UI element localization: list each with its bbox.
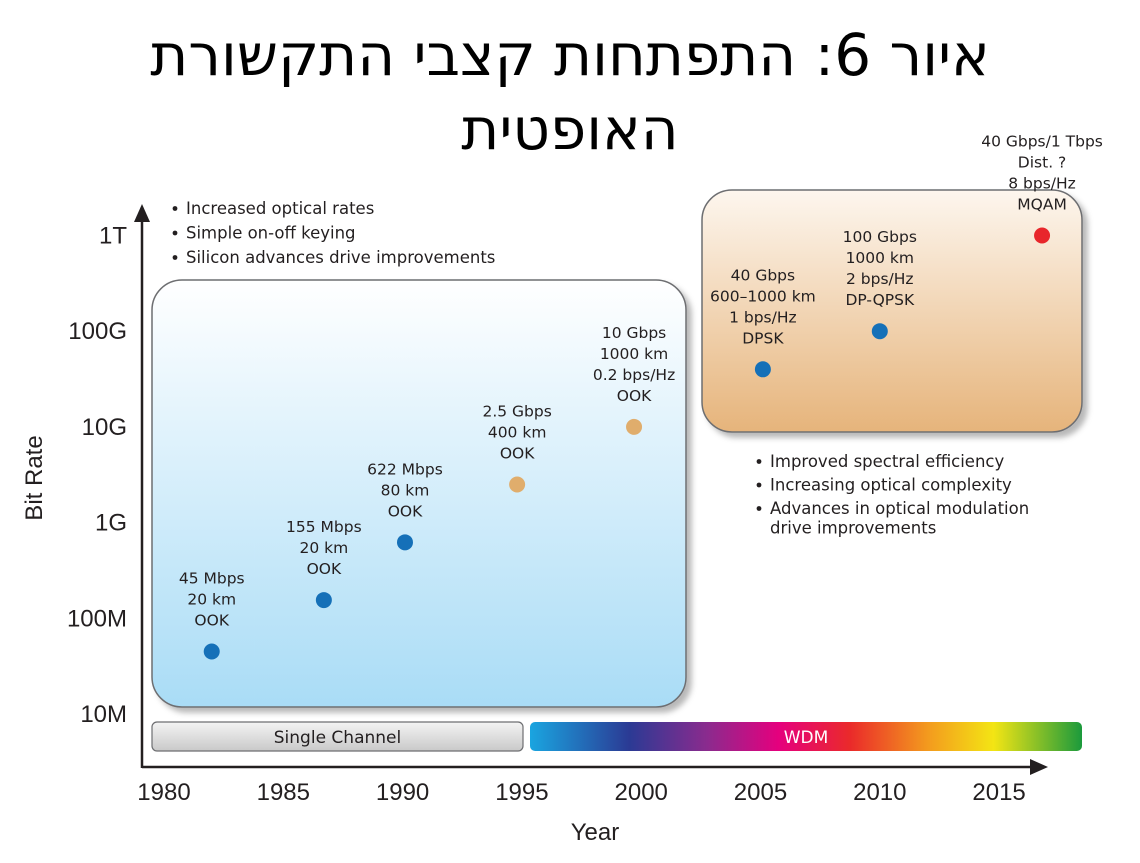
x-tick-2015: 2015 — [972, 779, 1025, 806]
data-point-1 — [315, 592, 332, 609]
x-tick-2010: 2010 — [853, 779, 906, 806]
y-tick-1g: 1G — [95, 510, 127, 537]
bulletsRight-item: drive improvements — [770, 519, 936, 538]
y-tick-labels: 10M 100M 1G 10G 100G 1T — [67, 223, 127, 729]
band-wdm — [530, 722, 1082, 751]
bullet-dot — [756, 506, 762, 511]
data-label-7-0: 40 Gbps/1 Tbps — [981, 133, 1103, 151]
bullet-dot — [756, 482, 762, 488]
data-point-2 — [396, 534, 413, 551]
data-point-6 — [871, 323, 888, 340]
data-label-4-0: 10 Gbps — [602, 324, 666, 342]
data-label-6-0: 100 Gbps — [843, 228, 917, 246]
bullet-dot — [172, 206, 178, 211]
x-tick-2005: 2005 — [734, 779, 787, 806]
bulletsRight-item: Increasing optical complexity — [770, 476, 1012, 495]
bulletsLeft-item: Silicon advances drive improvements — [186, 248, 495, 267]
data-label-3-2: OOK — [500, 445, 535, 463]
data-label-2-0: 622 Mbps — [367, 460, 443, 478]
data-label-1-0: 155 Mbps — [286, 518, 362, 536]
title-line-1: איור 6: התפתחות קצבי התקשורת — [150, 21, 990, 89]
data-label-3-0: 2.5 Gbps — [482, 403, 551, 421]
data-point-0 — [203, 643, 220, 660]
bulletsLeft-item: Simple on-off keying — [186, 224, 356, 243]
data-label-6-3: DP-QPSK — [845, 291, 914, 309]
data-label-5-2: 1 bps/Hz — [729, 308, 797, 326]
bullet-dot — [756, 459, 762, 464]
data-label-2-1: 80 km — [381, 481, 430, 499]
data-point-7 — [1034, 227, 1051, 244]
data-label-6-2: 2 bps/Hz — [846, 270, 914, 288]
band-single-channel — [151, 721, 524, 752]
wdm-panel — [701, 189, 1083, 433]
data-label-0-0: 45 Mbps — [179, 569, 245, 587]
data-label-5-3: DPSK — [742, 329, 784, 347]
bullets-right: Improved spectral efficiency Increasing o… — [756, 452, 1029, 538]
data-label-4-3: OOK — [617, 387, 652, 405]
data-point-5 — [754, 361, 771, 378]
data-label-1-2: OOK — [307, 560, 342, 578]
y-tick-100g: 100G — [68, 318, 127, 345]
single-channel-panel — [151, 279, 687, 708]
x-axis-arrow — [1030, 759, 1048, 775]
page-title: איור 6: התפתחות קצבי התקשורת האופטית — [0, 18, 1140, 166]
data-label-6-1: 1000 km — [846, 249, 914, 267]
bulletsRight-item: Improved spectral efficiency — [770, 452, 1004, 471]
x-tick-1995: 1995 — [495, 779, 548, 806]
y-tick-1t: 1T — [99, 223, 127, 250]
data-label-0-2: OOK — [194, 611, 229, 629]
data-label-2-2: OOK — [388, 502, 423, 520]
data-label-4-1: 1000 km — [600, 345, 668, 363]
data-label-3-1: 400 km — [488, 424, 547, 442]
y-tick-10m: 10M — [80, 701, 127, 728]
data-label-1-1: 20 km — [299, 539, 348, 557]
bullet-dot — [172, 255, 178, 260]
data-label-7-1: Dist. ? — [1018, 154, 1066, 172]
bullets-left: Increased optical rates Simple on-off key… — [172, 199, 495, 267]
bulletsLeft-item: Increased optical rates — [186, 199, 374, 218]
y-axis-arrow — [134, 204, 150, 222]
y-axis-label: Bit Rate — [21, 435, 48, 520]
data-points: 45 Mbps 20 km OOK 155 Mbps 20 km OOK 622 Mbps 8… — [179, 133, 1103, 660]
channel-bands: Single Channel WDM — [151, 721, 1082, 752]
x-tick-2000: 2000 — [615, 779, 668, 806]
title-line-2: האופטית — [461, 95, 679, 163]
band-label-wdm: WDM — [784, 728, 829, 748]
data-label-4-2: 0.2 bps/Hz — [593, 366, 675, 384]
bulletsRight-item: Advances in optical modulation — [770, 499, 1029, 518]
data-label-7-3: MQAM — [1017, 196, 1067, 214]
x-tick-1985: 1985 — [257, 779, 310, 806]
bullet-dot — [172, 230, 178, 236]
data-label-0-1: 20 km — [187, 590, 236, 608]
data-point-4 — [626, 418, 643, 435]
data-label-5-1: 600–1000 km — [710, 287, 816, 305]
y-tick-100m: 100M — [67, 605, 127, 632]
x-axis-label: Year — [571, 819, 620, 846]
data-point-3 — [509, 476, 526, 493]
x-tick-1980: 1980 — [137, 779, 190, 806]
band-label-single-channel: Single Channel — [274, 728, 401, 748]
data-label-5-0: 40 Gbps — [731, 266, 795, 284]
x-tick-labels: 1980 1985 1990 1995 2000 2005 2010 2015 — [137, 779, 1025, 806]
x-tick-1990: 1990 — [376, 779, 429, 806]
data-label-7-2: 8 bps/Hz — [1008, 175, 1076, 193]
y-tick-10g: 10G — [82, 414, 127, 441]
